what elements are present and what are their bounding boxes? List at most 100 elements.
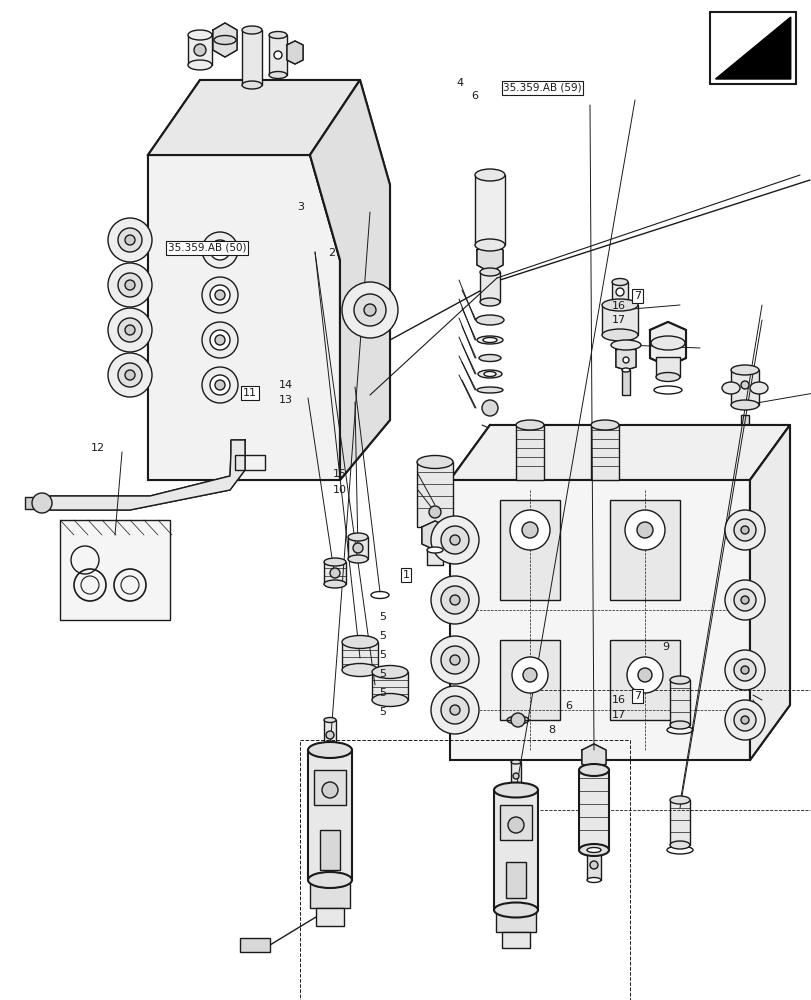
Ellipse shape [476,387,502,393]
Circle shape [202,232,238,268]
Circle shape [215,245,225,255]
Ellipse shape [417,456,453,468]
Ellipse shape [493,902,538,918]
Circle shape [125,370,135,380]
Text: 7: 7 [633,691,640,701]
Circle shape [125,325,135,335]
Bar [500,805,531,840]
Circle shape [733,519,755,541]
Circle shape [353,543,363,553]
Bar [188,35,212,65]
Ellipse shape [655,372,679,381]
Circle shape [341,282,397,338]
Polygon shape [476,243,502,272]
Ellipse shape [307,872,351,888]
Bar [586,850,600,880]
Ellipse shape [474,169,504,181]
Ellipse shape [371,694,407,706]
Bar [427,550,443,565]
Bar [474,175,504,245]
Circle shape [513,773,518,779]
Bar [609,500,679,600]
Text: 17: 17 [611,315,625,325]
Text: 5: 5 [379,688,385,698]
Ellipse shape [515,420,543,430]
Circle shape [118,363,142,387]
Polygon shape [50,440,245,510]
Ellipse shape [650,336,684,350]
Circle shape [733,589,755,611]
Ellipse shape [669,796,689,804]
Bar [515,425,543,480]
Ellipse shape [476,336,502,344]
Ellipse shape [324,558,345,566]
Circle shape [740,596,748,604]
Circle shape [273,51,281,59]
Ellipse shape [601,329,637,341]
Text: 35.359.AB (50): 35.359.AB (50) [168,243,246,253]
Ellipse shape [371,666,407,678]
Circle shape [125,280,135,290]
Ellipse shape [721,382,739,394]
Circle shape [108,263,152,307]
Ellipse shape [669,721,689,729]
Text: 15: 15 [332,469,346,479]
Circle shape [118,228,142,252]
Circle shape [740,716,748,724]
Bar [242,30,262,85]
Ellipse shape [188,30,212,40]
Ellipse shape [341,636,378,648]
Ellipse shape [590,420,618,430]
Bar [590,425,618,480]
Ellipse shape [324,718,336,722]
Circle shape [637,668,651,682]
Circle shape [636,522,652,538]
Bar [234,455,264,470]
Circle shape [329,568,340,578]
Circle shape [215,335,225,345]
Ellipse shape [268,72,286,79]
Circle shape [431,576,478,624]
Circle shape [740,381,748,389]
Bar [621,370,629,395]
Ellipse shape [493,782,538,798]
Circle shape [428,506,440,518]
Circle shape [449,595,460,605]
Ellipse shape [341,664,378,676]
Circle shape [431,686,478,734]
Circle shape [440,646,469,674]
Ellipse shape [749,382,767,394]
Bar [324,720,336,750]
Circle shape [522,668,536,682]
Circle shape [431,636,478,684]
Bar [601,305,637,335]
Bar [655,357,679,377]
Polygon shape [148,80,359,155]
Ellipse shape [478,355,500,361]
Ellipse shape [214,35,236,44]
Bar [669,800,689,845]
Circle shape [622,357,629,363]
Bar [669,680,689,725]
Ellipse shape [601,299,637,311]
Ellipse shape [427,547,443,553]
Text: 1: 1 [402,570,409,580]
Text: 5: 5 [379,707,385,717]
Circle shape [521,522,538,538]
Bar [310,880,350,908]
Ellipse shape [586,878,600,882]
Ellipse shape [578,764,608,776]
Circle shape [512,657,547,693]
Text: 6: 6 [564,701,571,711]
Circle shape [354,294,385,326]
Ellipse shape [669,676,689,684]
Ellipse shape [730,365,758,375]
Text: 4: 4 [456,78,462,88]
Ellipse shape [483,371,496,376]
Bar [25,497,43,509]
Bar [740,415,748,435]
Circle shape [431,516,478,564]
Circle shape [626,657,663,693]
Polygon shape [749,425,789,760]
Text: 2: 2 [328,248,334,258]
